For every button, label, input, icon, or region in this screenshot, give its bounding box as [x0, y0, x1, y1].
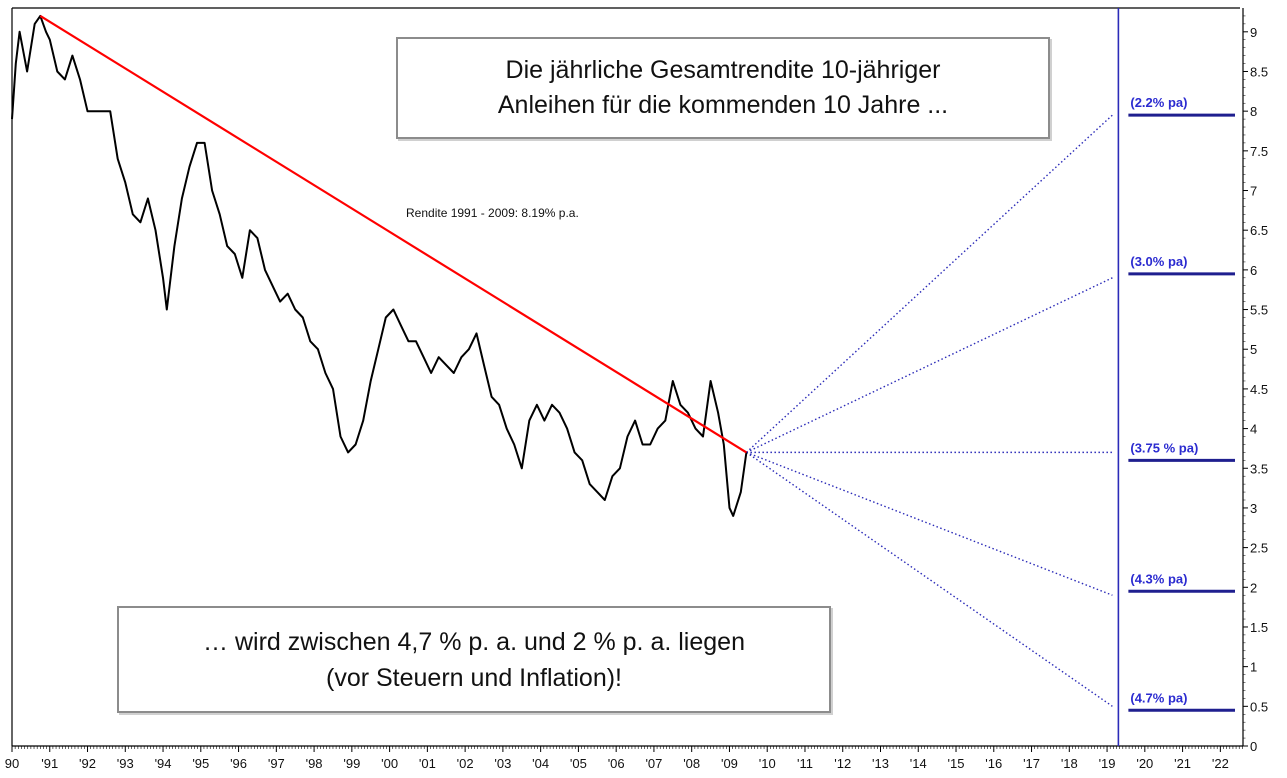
trend-line: [39, 14, 747, 454]
y-tick-label: 8.5: [1250, 64, 1268, 79]
conclusion-box: … wird zwischen 4,7 % p. a. und 2 % p. a…: [117, 606, 831, 713]
x-tick-label: '05: [570, 756, 587, 771]
y-tick-label: 2: [1250, 580, 1257, 595]
y-tick-label: 2.5: [1250, 541, 1268, 556]
scenario-level-label: (2.2% pa): [1130, 95, 1187, 110]
scenario-level-label: (4.3% pa): [1130, 571, 1187, 586]
x-tick-label: '97: [268, 756, 285, 771]
scenario-level-label: (3.75 % pa): [1130, 440, 1198, 455]
x-tick-label: '11: [797, 756, 813, 771]
x-tick-label: '07: [645, 756, 662, 771]
x-tick-label: '96: [230, 756, 247, 771]
x-tick-label: '20: [1136, 756, 1153, 771]
x-tick-label: '13: [872, 756, 889, 771]
x-tick-label: '98: [306, 756, 323, 771]
series-group: [11, 14, 748, 517]
x-tick-label: '18: [1061, 756, 1078, 771]
x-tick-label: '02: [457, 756, 474, 771]
y-tick-label: 0: [1250, 739, 1257, 754]
y-tick-label: 6.5: [1250, 223, 1268, 238]
title-line-2: Anleihen für die kommenden 10 Jahre ...: [497, 91, 949, 119]
title-box: Die jährliche Gesamtrendite 10-jähriger …: [396, 37, 1050, 139]
y-tick-label: 3.5: [1250, 461, 1268, 476]
conclusion-line-1: … wird zwischen 4,7 % p. a. und 2 % p. a…: [203, 627, 745, 656]
x-tick-label: '93: [117, 756, 134, 771]
y-tick-label: 4.5: [1250, 382, 1268, 397]
y-tick-label: 7: [1250, 184, 1257, 199]
x-tick-label: '10: [759, 756, 776, 771]
x-tick-label: '12: [834, 756, 851, 771]
title-line-1: Die jährliche Gesamtrendite 10-jähriger: [505, 56, 941, 84]
x-tick-label: '19: [1099, 756, 1116, 771]
scenario-lines: [745, 8, 1120, 746]
scenario-levels: (2.2% pa) (3.0% pa) (3.75 % pa) (4.3% pa) (4…: [1128, 95, 1235, 712]
x-tick-label: '00: [381, 756, 398, 771]
return-note: Rendite 1991 - 2009: 8.19% p.a.: [406, 206, 579, 220]
y-axis-ticks: 9 8.5 8 7.5 7 6.5 6 5.5 5 4.5 4 3.5 3 2.5 2 1.5 1 0.5 0: [1243, 15, 1268, 754]
y-tick-label: 7.5: [1250, 144, 1268, 159]
x-tick-label: '14: [910, 756, 927, 771]
x-tick-label: '94: [155, 756, 172, 771]
x-tick-label: '01: [419, 756, 436, 771]
x-tick-label: '09: [721, 756, 738, 771]
y-tick-label: 5.5: [1250, 303, 1268, 318]
y-tick-label: 1: [1250, 660, 1257, 675]
scenario-line: [745, 114, 1113, 453]
yield-series-line: [11, 14, 748, 517]
x-tick-label: '15: [948, 756, 965, 771]
scenario-line: [746, 451, 1113, 596]
y-tick-label: 1.5: [1250, 620, 1268, 635]
scenario-level-label: (3.0% pa): [1130, 254, 1187, 269]
y-tick-label: 3: [1250, 501, 1257, 516]
x-tick-label: '03: [494, 756, 511, 771]
y-tick-label: 5: [1250, 342, 1257, 357]
x-tick-label: '16: [985, 756, 1002, 771]
y-tick-label: 4: [1250, 422, 1257, 437]
x-tick-label: '17: [1023, 756, 1040, 771]
x-tick-label: '22: [1212, 756, 1229, 771]
x-axis-ticks: 90 '91 '92 '93 '94 '95 '96 '97 '98 '99 '00 '01 '02 '0…: [5, 746, 1243, 771]
x-tick-label: '04: [532, 756, 549, 771]
y-tick-label: 9: [1250, 25, 1257, 40]
y-tick-label: 0.5: [1250, 699, 1268, 714]
x-tick-label: '95: [192, 756, 209, 771]
y-tick-label: 8: [1250, 104, 1257, 119]
x-tick-label: '08: [683, 756, 700, 771]
x-tick-label: '21: [1174, 756, 1191, 771]
y-tick-label: 6: [1250, 263, 1257, 278]
x-tick-label: '92: [79, 756, 96, 771]
x-tick-label: '91: [41, 756, 58, 771]
x-tick-label: '06: [608, 756, 625, 771]
x-tick-label: '99: [343, 756, 360, 771]
x-tick-label: 90: [5, 756, 19, 771]
scenario-level-label: (4.7% pa): [1130, 690, 1187, 705]
conclusion-line-2: (vor Steuern und Inflation)!: [326, 663, 622, 692]
